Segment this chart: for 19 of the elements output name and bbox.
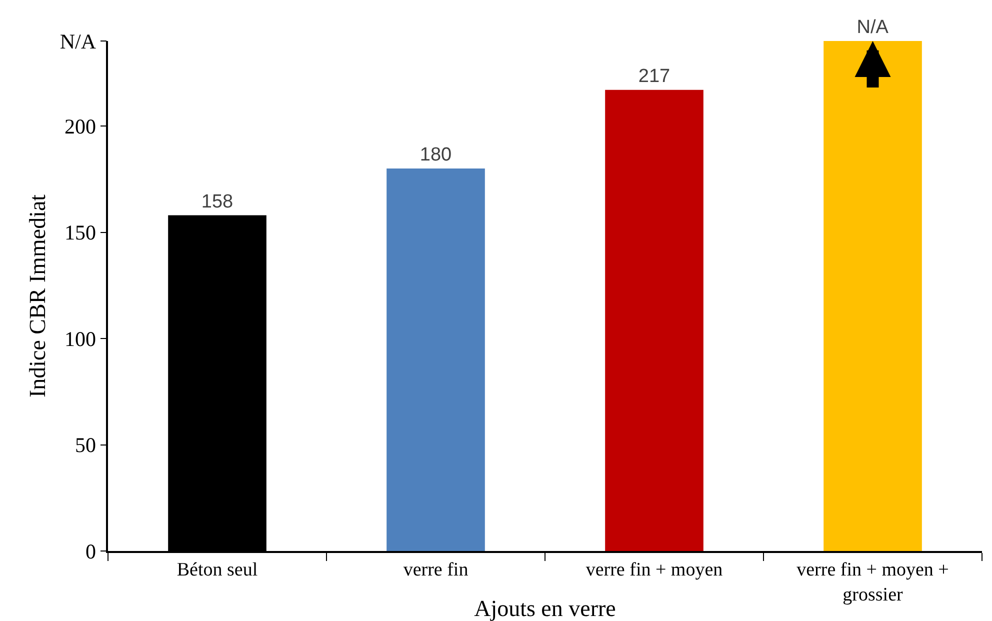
bar (605, 90, 704, 551)
data-label: 180 (420, 144, 452, 166)
y-tick-label: 150 (64, 220, 96, 245)
data-label: 217 (638, 66, 670, 87)
x-axis-title: Ajouts en verre (474, 596, 616, 621)
data-label: N/A (856, 17, 889, 38)
x-tick-label: verre fin (403, 560, 469, 581)
data-label: 158 (201, 191, 234, 212)
y-tick-label: 50 (75, 433, 96, 458)
y-tick-label: 200 (64, 114, 96, 138)
x-tick-label: verre fin + moyen (586, 560, 724, 581)
bar (824, 41, 922, 551)
bar (386, 168, 485, 551)
y-tick-label: 0 (86, 539, 96, 564)
y-axis-title: Indice CBR Immediat (24, 194, 50, 398)
x-tick-label: Béton seul (176, 560, 258, 581)
y-tick-label: 100 (64, 326, 96, 351)
y-tick-label: N/A (60, 29, 97, 54)
x-tick-label: verre fin + moyen + grossier (796, 560, 949, 606)
